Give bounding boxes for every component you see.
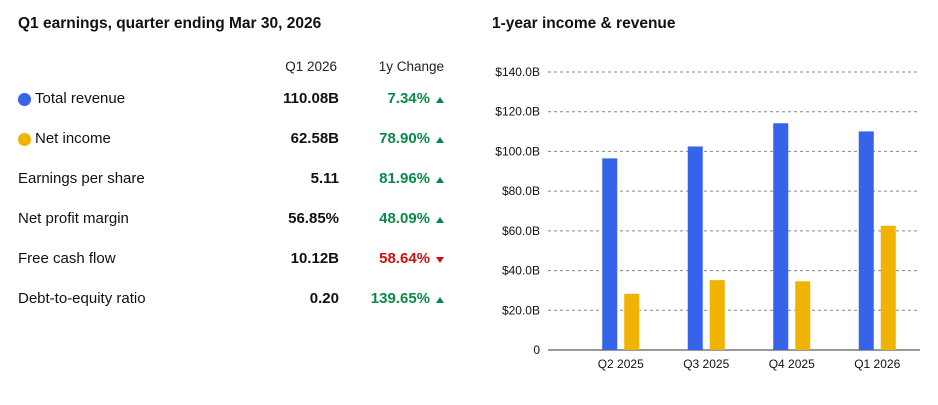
earnings-title: Q1 earnings, quarter ending Mar 30, 2026 [18,15,322,32]
y-tick-label: 0 [533,343,540,357]
row-change: 58.64% [379,250,430,267]
table-row: Net profit margin 56.85% 48.09% [18,208,458,232]
table-row: Total revenue 110.08B 7.34% [18,88,458,112]
row-label: Debt-to-equity ratio [18,290,146,307]
table-row: Free cash flow 10.12B 58.64% [18,248,458,272]
bar [624,293,640,350]
bar [858,131,874,350]
row-value: 62.58B [290,130,339,147]
legend-dot-icon [18,93,31,106]
row-value: 10.12B [290,250,339,267]
table-row: Debt-to-equity ratio 0.20 139.65% [18,288,458,312]
legend-dot-icon [18,133,31,146]
bar [602,158,618,350]
y-tick-label: $20.0B [502,303,540,317]
table-row: Earnings per share 5.11 81.96% [18,168,458,192]
bar [773,123,789,350]
x-tick-label: Q1 2026 [854,357,900,371]
row-label: Earnings per share [18,170,145,187]
x-tick-label: Q3 2025 [683,357,729,371]
row-value: 5.11 [310,170,339,187]
row-label: Net profit margin [18,210,129,227]
row-change: 81.96% [379,170,430,187]
row-value: 0.20 [309,290,339,307]
row-change: 7.34% [387,90,430,107]
row-label: Free cash flow [18,250,116,267]
arrow-up-icon [436,137,444,143]
earnings-panel: Q1 earnings, quarter ending Mar 30, 2026… [18,0,458,405]
arrow-down-icon [436,257,444,263]
row-label: Total revenue [35,90,126,107]
row-change: 78.90% [379,130,430,147]
bar [795,281,811,350]
y-tick-label: $40.0B [502,264,540,278]
row-change: 139.65% [370,290,430,307]
arrow-up-icon [436,177,444,183]
row-value: 56.85% [288,210,339,227]
column-header-q1: Q1 2026 [285,59,337,74]
income-revenue-bar-chart: 0 $20.0B $40.0B $60.0B $80.0B $100.0B $120.0B $… [495,65,920,371]
row-value: 110.08B [283,90,339,107]
y-tick-label: $60.0B [502,224,540,238]
y-tick-label: $80.0B [502,184,540,198]
column-header-change: 1y Change [378,59,444,74]
arrow-up-icon [436,217,444,223]
y-tick-label: $100.0B [495,144,540,158]
x-tick-label: Q4 2025 [769,357,815,371]
x-tick-label: Q2 2025 [598,357,644,371]
bar [880,225,896,350]
y-tick-label: $120.0B [495,105,540,119]
y-tick-label: $140.0B [495,65,540,79]
chart-panel: 1-year income & revenue 0 $20.0B $40.0B $60… [490,0,930,405]
chart-title: 1-year income & revenue [492,15,676,32]
bar [687,146,703,350]
arrow-up-icon [436,97,444,103]
table-row: Net income 62.58B 78.90% [18,128,458,152]
row-label: Net income [35,130,111,147]
arrow-up-icon [436,297,444,303]
row-change: 48.09% [379,210,430,227]
bar [709,280,725,350]
